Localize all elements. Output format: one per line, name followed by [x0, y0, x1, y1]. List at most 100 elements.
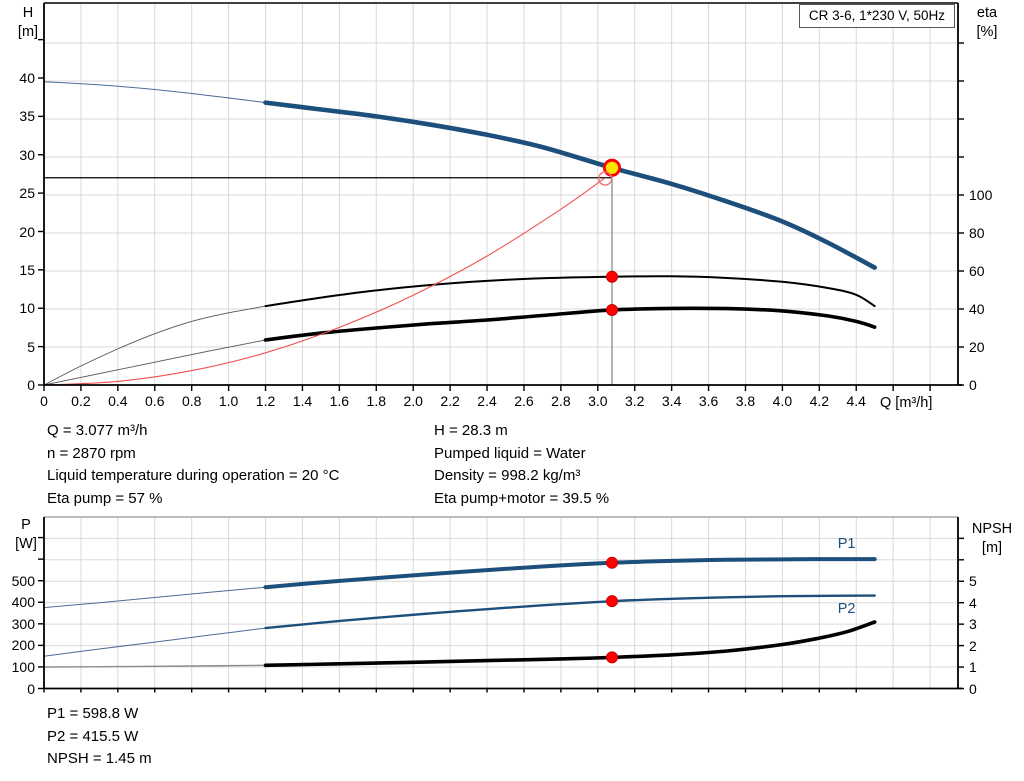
x-tick-label: 2.2: [440, 393, 460, 409]
right-tick-label: 2: [969, 637, 977, 654]
info-eta-pump-motor: Eta pump+motor = 39.5 %: [434, 489, 610, 507]
x-tick-label: 1.0: [218, 393, 239, 409]
right-tick-label: 4: [969, 594, 977, 611]
left-tick-label: 15: [19, 261, 35, 278]
p1-series-label: P1: [837, 536, 856, 553]
right-tick-label: 0: [969, 377, 977, 393]
left-tick-label: 400: [11, 594, 35, 611]
left-tick-label: 10: [19, 300, 35, 317]
eta-axis-symbol: eta: [976, 5, 998, 21]
eta-axis-title: eta [%]: [966, 4, 1008, 42]
left-tick-label: 200: [11, 637, 35, 654]
left-tick-label: 5: [27, 338, 35, 355]
left-tick-label: 0: [27, 680, 35, 697]
npsh-marker: [606, 651, 619, 664]
eta-pump-curve-thin: [43, 305, 266, 386]
x-tick-label: 3.0: [588, 393, 608, 409]
x-tick-label: 3.6: [698, 393, 719, 409]
x-tick-label: 3.4: [661, 393, 682, 409]
x-tick-label: 2.0: [403, 393, 423, 409]
pump-curve: [263, 100, 877, 270]
info-q: Q = 3.077 m³/h: [47, 422, 148, 439]
npsh-curve-thin: [43, 664, 266, 668]
info-speed: n = 2870 rpm: [47, 444, 136, 462]
x-tick-label: 0.4: [108, 393, 128, 409]
p2-curve-thin: [43, 627, 266, 657]
right-tick-label: 60: [969, 263, 985, 279]
x-tick-label: 4.4: [846, 393, 866, 409]
x-tick-label: 0.2: [71, 393, 91, 409]
npsh-curve: [263, 620, 877, 668]
eta-pump-motor-curve-thin: [43, 339, 266, 386]
eta-pump-motor-marker: [606, 303, 619, 316]
info-pumped-liquid: Pumped liquid = Water: [434, 444, 586, 462]
system-curve-thin: [43, 177, 606, 386]
info-p2: P2 = 415.5 W: [47, 727, 139, 745]
right-tick-label: 20: [969, 339, 985, 355]
right-tick-label: 3: [969, 616, 977, 633]
info-liquid-temp: Liquid temperature during operation = 20…: [47, 467, 340, 484]
info-eta-pump: Eta pump = 57 %: [47, 489, 163, 507]
right-tick-label: 5: [969, 573, 977, 590]
p-axis-title: P [W]: [8, 516, 44, 554]
x-tick-label: 0: [40, 393, 48, 409]
x-tick-label: 2.8: [551, 393, 571, 409]
duty-info-column-2: H = 28.3 m Pumped liquid = Water Density…: [434, 420, 609, 510]
x-tick-label: 4.0: [772, 393, 793, 409]
x-tick-label: 1.8: [366, 393, 386, 409]
pump-curve-thin: [43, 81, 266, 104]
h-axis-title: H [m]: [10, 4, 46, 42]
power-info-block: P1 = 598.8 W P2 = 415.5 W NPSH = 1.45 m: [47, 703, 152, 771]
left-tick-label: 0: [27, 377, 35, 393]
npsh-axis-symbol: NPSH: [971, 521, 1013, 537]
left-tick-label: 300: [11, 615, 35, 632]
p1-curve: [263, 557, 877, 590]
info-h: H = 28.3 m: [434, 422, 508, 439]
p2-curve: [264, 594, 876, 630]
p1-curve-thin: [43, 586, 266, 609]
right-tick-label: 100: [969, 187, 993, 203]
duty-info-column-1: Q = 3.077 m³/h n = 2870 rpm Liquid tempe…: [47, 420, 339, 510]
x-tick-label: 2.6: [514, 393, 534, 409]
p-axis-unit: [W]: [15, 536, 37, 552]
right-tick-label: 0: [969, 680, 977, 697]
x-tick-label: 1.6: [329, 393, 350, 409]
left-tick-label: 30: [19, 146, 35, 163]
eta-pump-marker: [606, 270, 619, 283]
eta-axis-unit: [%]: [976, 24, 998, 40]
x-tick-label: 4.2: [809, 393, 830, 409]
left-tick-label: 20: [19, 223, 35, 240]
left-tick-label: 500: [11, 572, 35, 589]
left-tick-label: 100: [11, 658, 35, 675]
x-tick-label: 3.2: [624, 393, 645, 409]
p-axis-symbol: P: [21, 517, 31, 533]
x-tick-label: 3.8: [735, 393, 756, 409]
p2-marker: [606, 595, 619, 608]
duty-point-marker: [603, 158, 622, 177]
left-tick-label: 35: [19, 108, 35, 125]
npsh-axis-title: NPSH [m]: [964, 520, 1020, 558]
eta-pump-motor-curve: [263, 306, 877, 342]
x-tick-label: 2.4: [477, 393, 497, 409]
x-tick-label: 0.6: [145, 393, 165, 409]
left-tick-label: 25: [19, 185, 35, 202]
x-tick-label: 0.8: [181, 393, 202, 409]
info-density: Density = 998.2 kg/m³: [434, 467, 581, 484]
pump-model-box: CR 3-6, 1*230 V, 50Hz: [798, 4, 955, 28]
q-axis-unit-label: Q [m³/h]: [880, 395, 933, 411]
info-npsh: NPSH = 1.45 m: [47, 750, 152, 767]
npsh-axis-unit: [m]: [981, 540, 1003, 556]
x-tick-label: 1.2: [255, 393, 276, 409]
p2-series-label: P2: [837, 601, 856, 618]
right-tick-label: 80: [969, 225, 985, 241]
h-axis-unit: [m]: [17, 24, 39, 40]
h-axis-symbol: H: [22, 5, 34, 21]
system-intersection-marker: [597, 171, 613, 186]
eta-pump-curve: [264, 275, 876, 308]
x-tick-label: 1.4: [292, 393, 313, 409]
right-tick-label: 1: [969, 659, 977, 676]
p1-marker: [606, 556, 619, 569]
left-tick-label: 40: [19, 70, 35, 86]
